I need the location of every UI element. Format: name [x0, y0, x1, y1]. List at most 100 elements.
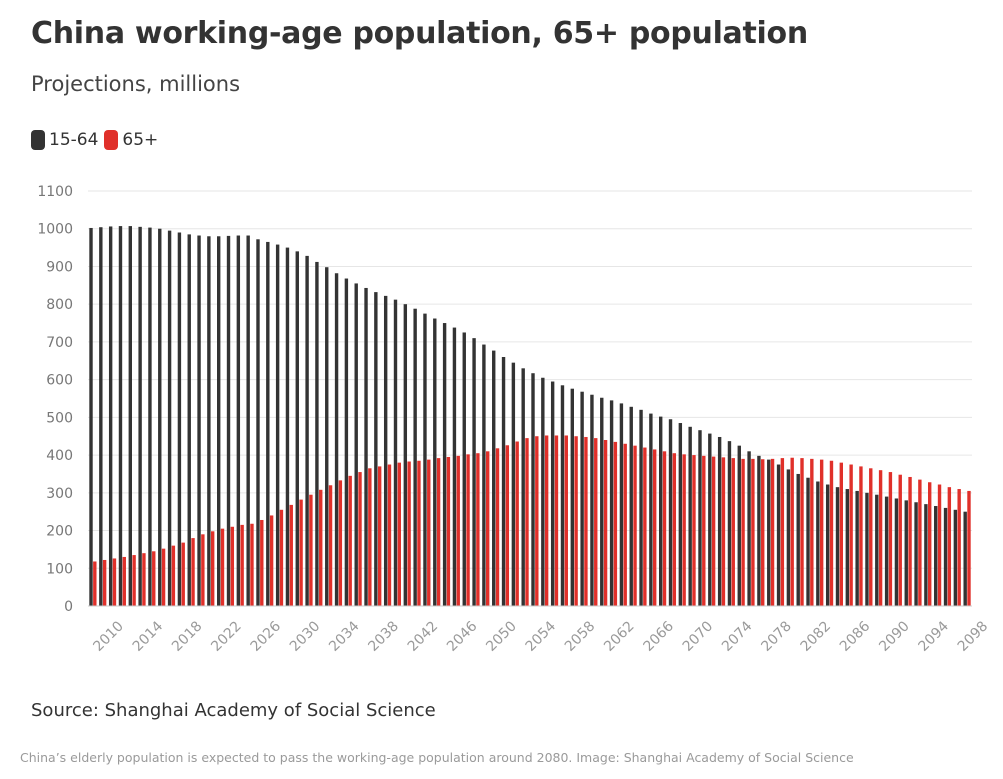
bar-65plus-2031[interactable]: [299, 499, 303, 606]
bar-65plus-2044[interactable]: [427, 459, 431, 606]
bar-15-64-2050[interactable]: [482, 344, 486, 606]
bar-15-64-2058[interactable]: [560, 385, 565, 606]
bar-15-64-2096[interactable]: [934, 506, 938, 606]
bar-65plus-2024[interactable]: [230, 526, 235, 606]
bar-15-64-2066[interactable]: [639, 409, 643, 606]
bar-15-64-2022[interactable]: [207, 236, 211, 606]
bar-65plus-2026[interactable]: [250, 523, 254, 606]
bar-65plus-2022[interactable]: [210, 531, 215, 606]
bar-65plus-2042[interactable]: [407, 461, 411, 606]
bar-65plus-2045[interactable]: [436, 458, 441, 606]
bar-15-64-2016[interactable]: [148, 227, 152, 606]
bar-65plus-2051[interactable]: [495, 448, 500, 606]
bar-65plus-2019[interactable]: [181, 542, 185, 606]
bar-15-64-2087[interactable]: [845, 489, 850, 606]
bar-65plus-2017[interactable]: [161, 548, 166, 606]
bar-15-64-2036[interactable]: [344, 278, 349, 606]
bar-65plus-2090[interactable]: [878, 470, 883, 606]
bar-65plus-2028[interactable]: [269, 515, 274, 606]
bar-65plus-2062[interactable]: [603, 440, 608, 606]
bar-15-64-2042[interactable]: [403, 304, 408, 606]
bar-15-64-2047[interactable]: [452, 327, 457, 606]
bar-65plus-2064[interactable]: [623, 443, 627, 606]
bar-65plus-2054[interactable]: [525, 438, 529, 606]
bar-15-64-2052[interactable]: [501, 357, 506, 606]
bar-65plus-2066[interactable]: [643, 447, 647, 606]
bar-65plus-2033[interactable]: [319, 489, 323, 606]
bar-65plus-2030[interactable]: [289, 504, 293, 606]
bar-65plus-2041[interactable]: [397, 462, 401, 606]
bar-65plus-2025[interactable]: [240, 524, 244, 606]
bar-15-64-2034[interactable]: [325, 267, 329, 606]
bar-15-64-2059[interactable]: [570, 388, 574, 606]
bar-65plus-2050[interactable]: [486, 451, 490, 606]
bar-15-64-2020[interactable]: [187, 234, 191, 607]
bar-15-64-2053[interactable]: [511, 362, 516, 606]
bar-15-64-2086[interactable]: [835, 487, 840, 606]
bar-65plus-2027[interactable]: [260, 519, 264, 606]
bar-65plus-2078[interactable]: [761, 459, 765, 606]
bar-15-64-2035[interactable]: [334, 273, 339, 606]
bar-15-64-2039[interactable]: [374, 292, 378, 606]
bar-15-64-2048[interactable]: [462, 332, 466, 606]
bar-15-64-2097[interactable]: [943, 507, 948, 606]
bar-15-64-2021[interactable]: [197, 235, 201, 606]
bar-65plus-2059[interactable]: [574, 436, 578, 606]
bar-15-64-2076[interactable]: [737, 445, 741, 606]
bar-65plus-2069[interactable]: [672, 453, 677, 606]
bar-65plus-2083[interactable]: [810, 458, 814, 606]
bar-65plus-2077[interactable]: [751, 458, 755, 606]
bar-15-64-2038[interactable]: [364, 287, 368, 606]
bar-65plus-2071[interactable]: [692, 455, 696, 606]
bar-65plus-2093[interactable]: [908, 476, 912, 606]
bar-65plus-2095[interactable]: [928, 482, 932, 606]
bar-15-64-2054[interactable]: [521, 368, 525, 606]
bar-65plus-2016[interactable]: [152, 551, 156, 606]
bar-65plus-2013[interactable]: [122, 556, 126, 606]
bar-65plus-2076[interactable]: [741, 458, 745, 606]
bar-15-64-2071[interactable]: [688, 426, 692, 606]
bar-15-64-2014[interactable]: [128, 226, 132, 606]
bar-15-64-2064[interactable]: [619, 403, 624, 606]
bar-65plus-2056[interactable]: [544, 435, 549, 606]
bar-65plus-2038[interactable]: [368, 468, 372, 606]
bar-15-64-2077[interactable]: [747, 451, 751, 606]
legend-item-15-64[interactable]: 15-64: [31, 130, 98, 150]
bar-65plus-2085[interactable]: [829, 460, 834, 606]
bar-65plus-2010[interactable]: [93, 561, 97, 606]
bar-15-64-2032[interactable]: [305, 255, 309, 606]
bar-15-64-2037[interactable]: [354, 283, 358, 606]
bar-65plus-2075[interactable]: [731, 458, 735, 606]
bar-65plus-2067[interactable]: [652, 449, 657, 606]
bar-15-64-2018[interactable]: [167, 230, 172, 606]
bar-15-64-2083[interactable]: [806, 477, 810, 606]
bar-15-64-2024[interactable]: [226, 235, 231, 606]
bar-65plus-2070[interactable]: [682, 454, 686, 606]
bar-15-64-2098[interactable]: [953, 509, 958, 606]
bar-65plus-2023[interactable]: [220, 528, 225, 606]
bar-65plus-2098[interactable]: [957, 489, 961, 606]
bar-15-64-2075[interactable]: [727, 441, 732, 606]
bar-15-64-2041[interactable]: [393, 299, 398, 606]
bar-65plus-2060[interactable]: [584, 436, 588, 606]
bar-65plus-2039[interactable]: [377, 466, 382, 606]
bar-15-64-2056[interactable]: [541, 377, 545, 606]
bar-65plus-2087[interactable]: [849, 464, 853, 606]
bar-15-64-2061[interactable]: [590, 394, 594, 606]
bar-65plus-2047[interactable]: [456, 455, 460, 606]
legend-item-65plus[interactable]: 65+: [104, 130, 158, 150]
bar-65plus-2063[interactable]: [613, 441, 618, 606]
bar-15-64-2030[interactable]: [285, 247, 290, 606]
bar-15-64-2094[interactable]: [914, 502, 918, 606]
bar-15-64-2073[interactable]: [708, 433, 712, 606]
bar-65plus-2073[interactable]: [711, 456, 716, 606]
bar-65plus-2015[interactable]: [142, 553, 146, 606]
bar-65plus-2055[interactable]: [535, 436, 539, 606]
bar-65plus-2014[interactable]: [132, 555, 136, 606]
bar-65plus-2092[interactable]: [898, 474, 902, 606]
bar-15-64-2070[interactable]: [678, 423, 683, 606]
bar-65plus-2097[interactable]: [947, 487, 952, 606]
bar-15-64-2045[interactable]: [433, 318, 437, 606]
bar-15-64-2049[interactable]: [472, 338, 476, 606]
bar-65plus-2091[interactable]: [888, 472, 893, 606]
